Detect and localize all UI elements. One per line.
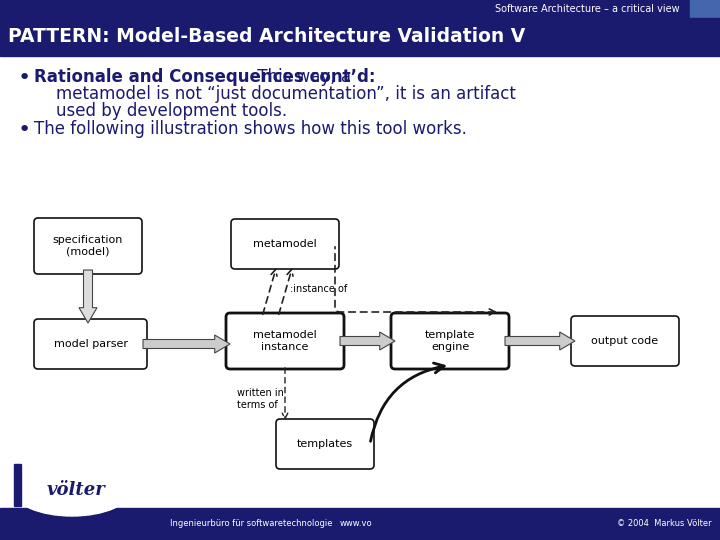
Bar — [0, 0, 720, 18]
Text: •: • — [18, 120, 31, 140]
FancyBboxPatch shape — [276, 419, 374, 469]
Text: used by development tools.: used by development tools. — [56, 102, 287, 120]
Text: template: template — [425, 330, 475, 340]
Text: völter: völter — [47, 481, 105, 499]
Text: PATTERN: Model-Based Architecture Validation V: PATTERN: Model-Based Architecture Valida… — [8, 28, 526, 46]
Polygon shape — [143, 335, 230, 353]
Text: © 2004  Markus Völter: © 2004 Markus Völter — [617, 519, 712, 529]
Text: www.vo: www.vo — [340, 519, 373, 529]
Bar — [14, 464, 21, 506]
Text: written in
terms of: written in terms of — [237, 388, 284, 410]
Text: model parser: model parser — [53, 339, 127, 349]
Text: engine: engine — [431, 342, 469, 352]
FancyBboxPatch shape — [231, 219, 339, 269]
Text: :instance of: :instance of — [290, 284, 347, 294]
Polygon shape — [505, 332, 575, 350]
FancyBboxPatch shape — [226, 313, 344, 369]
Bar — [0, 508, 720, 540]
Text: specification: specification — [53, 235, 123, 245]
Text: metamodel: metamodel — [253, 239, 317, 249]
Text: This way, a: This way, a — [252, 68, 351, 86]
FancyBboxPatch shape — [391, 313, 509, 369]
Text: Rationale and Consequences cont’d:: Rationale and Consequences cont’d: — [34, 68, 376, 86]
FancyBboxPatch shape — [34, 218, 142, 274]
Text: The following illustration shows how this tool works.: The following illustration shows how thi… — [34, 120, 467, 138]
Bar — [690, 0, 720, 18]
FancyBboxPatch shape — [34, 319, 147, 369]
Ellipse shape — [13, 464, 131, 516]
Text: Software Architecture – a critical view: Software Architecture – a critical view — [495, 4, 680, 14]
Text: •: • — [18, 68, 31, 88]
Text: templates: templates — [297, 439, 353, 449]
Text: (model): (model) — [66, 247, 109, 257]
FancyBboxPatch shape — [571, 316, 679, 366]
Text: instance: instance — [261, 342, 309, 352]
Text: metamodel: metamodel — [253, 330, 317, 340]
Polygon shape — [79, 270, 97, 323]
Text: output code: output code — [591, 336, 659, 346]
Text: metamodel is not “just documentation”, it is an artifact: metamodel is not “just documentation”, i… — [56, 85, 516, 103]
Polygon shape — [340, 332, 395, 350]
Text: Ingenieurbüro für softwaretechnologie: Ingenieurbüro für softwaretechnologie — [170, 519, 333, 529]
Bar — [0, 18, 720, 56]
